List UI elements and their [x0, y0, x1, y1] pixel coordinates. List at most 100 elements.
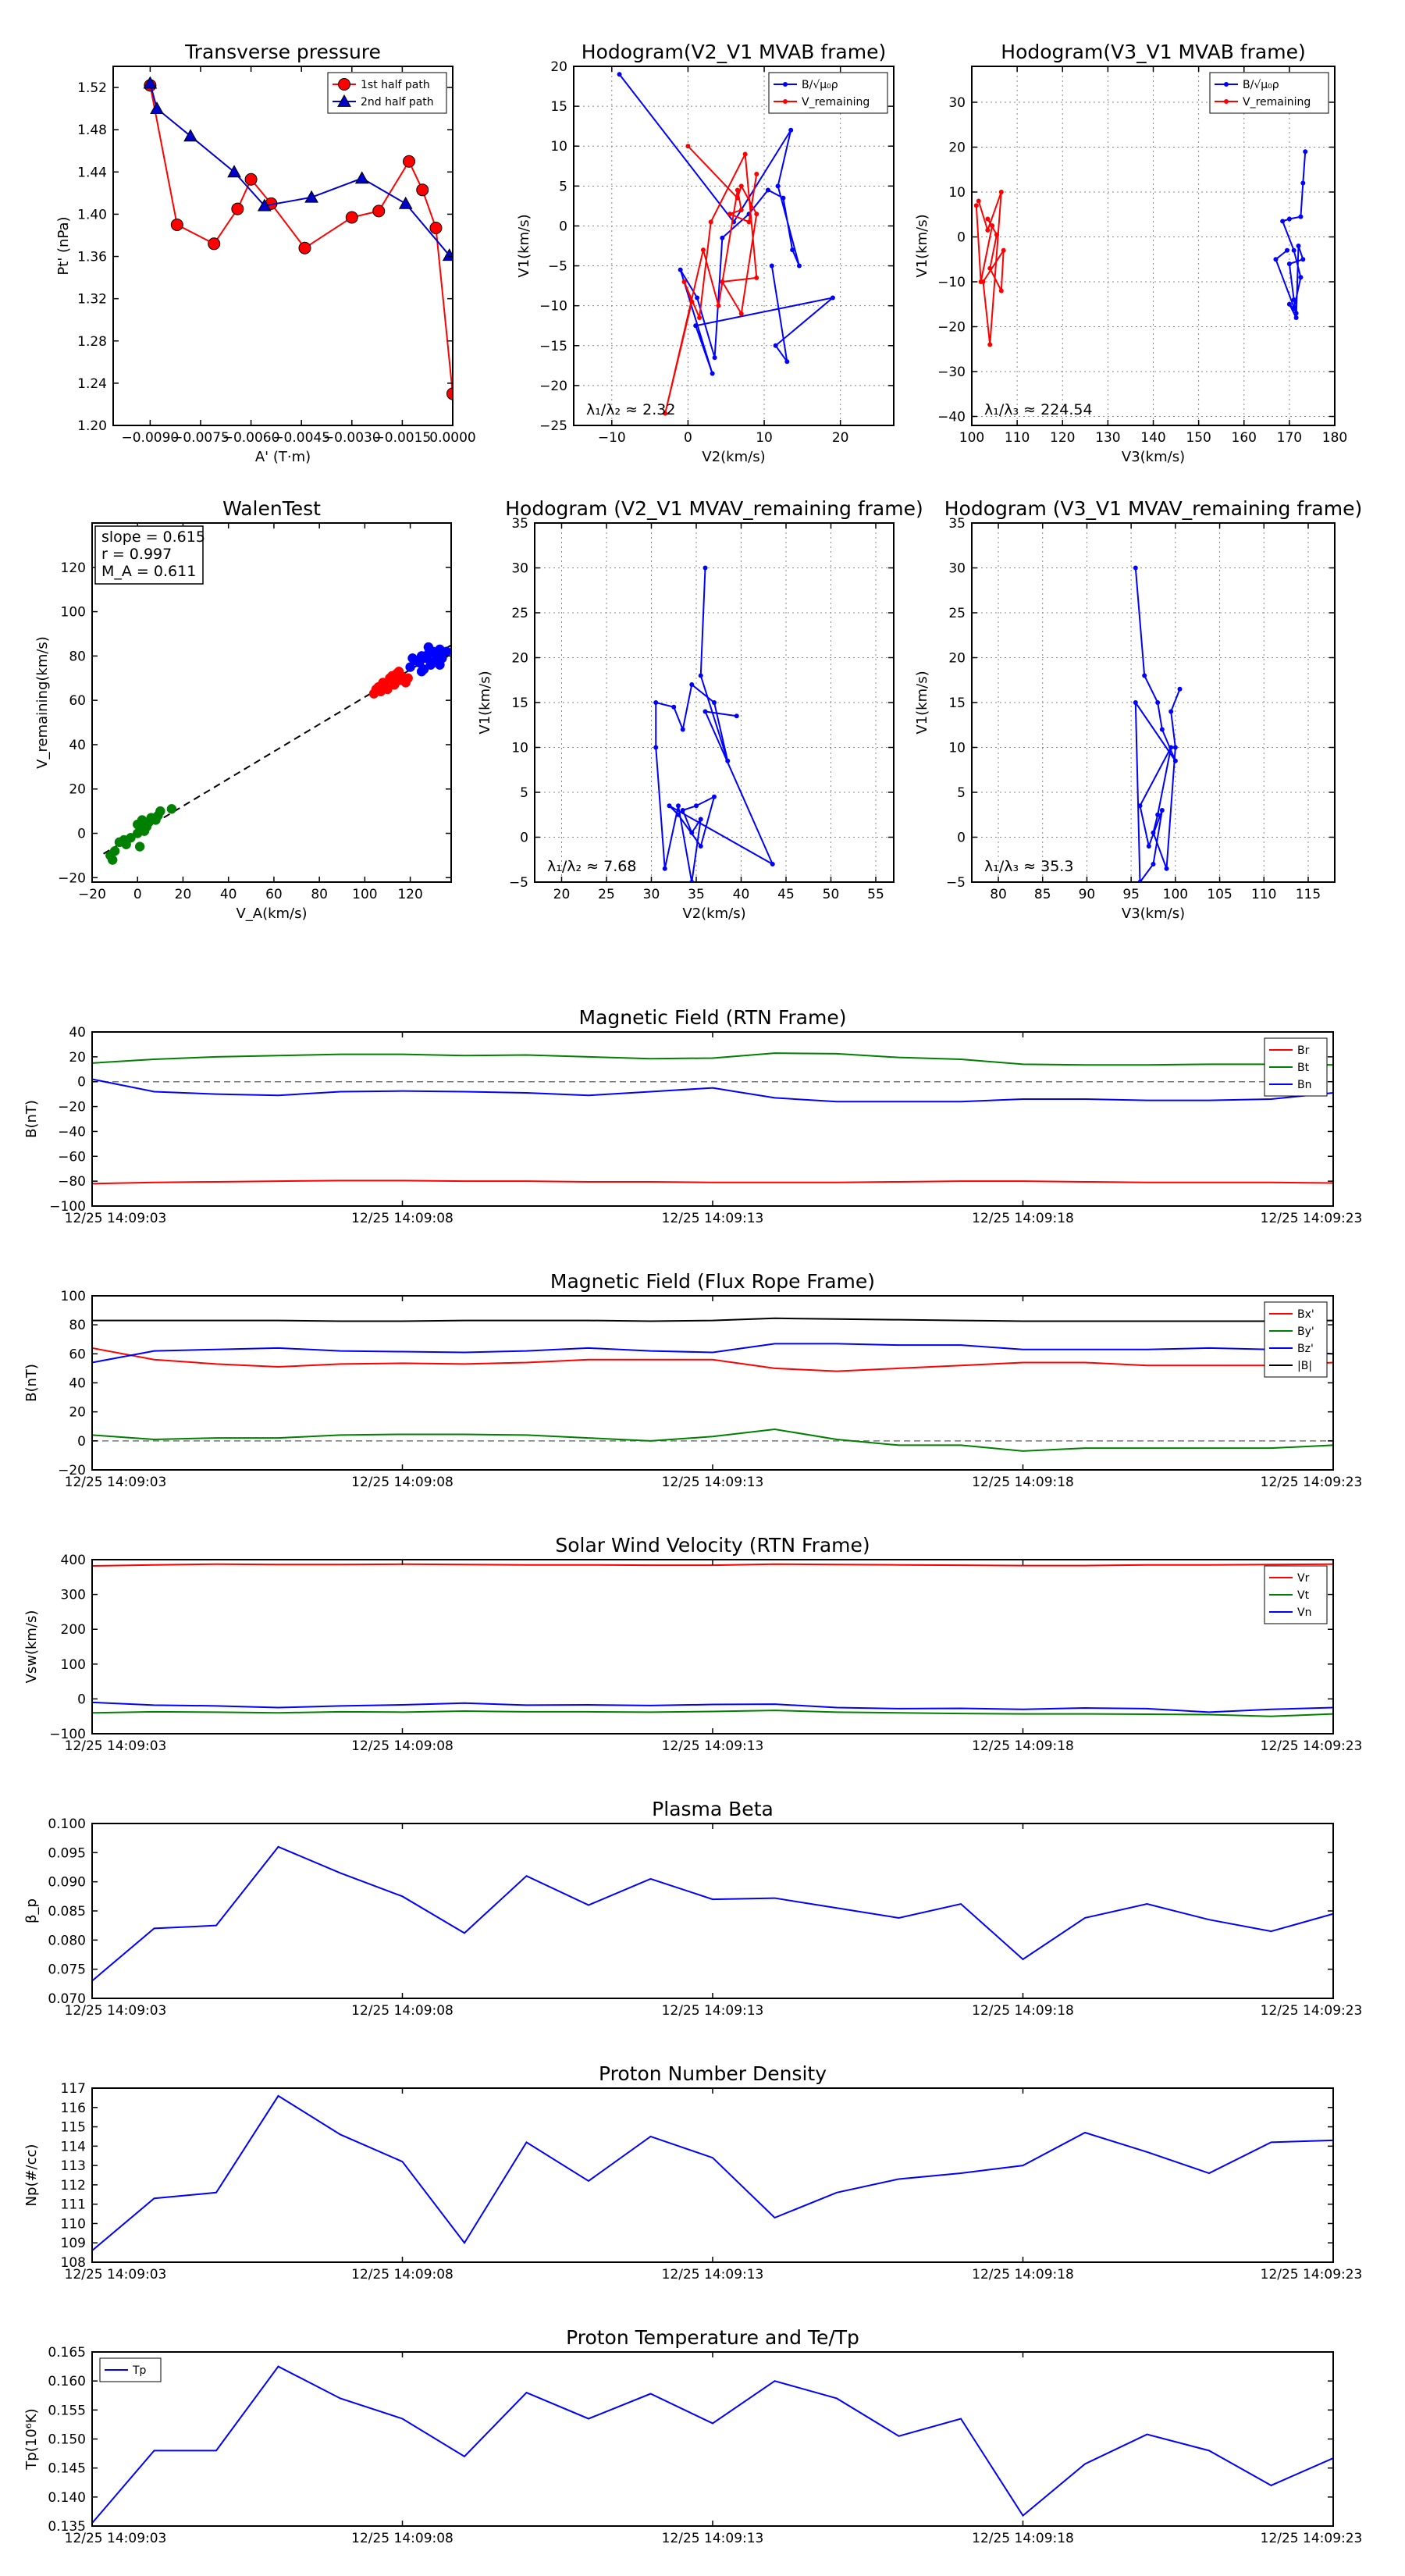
legend-marker-V_remaining — [1224, 99, 1229, 104]
x-tick-label: 12/25 14:09:18 — [972, 1475, 1074, 1490]
legend-label: 2nd half path — [361, 96, 434, 109]
data-point-1-6 — [998, 288, 1004, 294]
x-tick-label: −0.0045 — [272, 430, 330, 446]
x-tick-label: 12/25 14:09:23 — [1261, 2531, 1363, 2546]
x-tick-label: 12/25 14:09:18 — [972, 2267, 1074, 2282]
chart-tp: 12/25 14:09:03 12/25 14:09:08 12/25 14:09:… — [23, 2326, 1362, 2546]
x-tick-label: 12/25 14:09:23 — [1261, 1475, 1363, 1490]
y-tick-label: 0.140 — [48, 2490, 86, 2506]
plot-frame — [971, 522, 1336, 883]
y-tick-label: 0 — [77, 827, 86, 842]
series-line-|B| — [92, 1317, 1334, 1322]
data-point-0-2 — [1155, 700, 1161, 705]
y-tick-label: 100 — [61, 1289, 86, 1304]
legend-label: Bn — [1297, 1079, 1311, 1091]
data-point-0-5 — [1133, 700, 1138, 705]
data-point-1-4 — [738, 311, 744, 316]
legend-label: Vn — [1297, 1606, 1311, 1619]
data-point-0-20 — [770, 862, 775, 866]
data-point-0-19 — [137, 815, 148, 825]
data-point-1-2 — [183, 129, 197, 142]
y-tick-label: 1.52 — [77, 80, 107, 96]
data-point-0-9 — [662, 866, 667, 871]
x-tick-label: 140 — [1140, 430, 1165, 446]
data-point-1-11 — [978, 279, 984, 284]
chart-title: Hodogram(V2_V1 MVAB frame) — [582, 41, 886, 63]
x-tick-label: 12/25 14:09:18 — [972, 1211, 1074, 1226]
annotation: λ₁/λ₂ ≈ 2.32 — [586, 401, 675, 418]
y-axis-label: V1(km/s) — [914, 214, 930, 277]
x-tick-label: 180 — [1322, 430, 1347, 446]
x-tick-label: 80 — [990, 887, 1007, 902]
series-line-Br — [91, 1179, 1334, 1185]
y-axis-label: V1(km/s) — [477, 671, 493, 734]
x-tick-label: 90 — [1079, 887, 1096, 902]
legend-label: B/√μ₀ρ — [802, 79, 838, 91]
data-point-0-16 — [1284, 247, 1289, 253]
y-tick-label: 5 — [559, 179, 567, 194]
x-tick-label: 12/25 14:09:03 — [65, 1211, 167, 1226]
x-tick-label: 115 — [1296, 887, 1321, 902]
y-axis-label: Pt' (nPa) — [55, 216, 72, 275]
data-point-1-2 — [998, 190, 1004, 194]
y-tick-label: 113 — [61, 2158, 86, 2174]
y-tick-label: 0.090 — [48, 1875, 86, 1891]
data-point-0-15 — [694, 803, 699, 809]
data-point-0-11 — [1300, 257, 1306, 262]
data-point-0-6 — [671, 704, 677, 710]
x-tick-label: 50 — [823, 887, 840, 902]
y-tick-label: 0 — [77, 1075, 86, 1091]
x-tick-label: 120 — [397, 887, 422, 902]
y-tick-label: 60 — [69, 1347, 86, 1362]
data-point-0-8 — [1159, 808, 1165, 813]
data-point-1-5 — [1001, 247, 1006, 253]
data-point-0-4 — [689, 682, 695, 687]
x-tick-label: 12/25 14:09:08 — [351, 1738, 454, 1754]
data-point-0-12 — [698, 817, 703, 822]
x-axis-label: V_A(km/s) — [236, 906, 307, 922]
y-tick-label: 35 — [948, 516, 966, 532]
data-point-0-5 — [1291, 247, 1297, 253]
series-line-Bt — [91, 1052, 1334, 1066]
data-point-0-13 — [166, 804, 177, 814]
data-point-0-15 — [830, 295, 835, 301]
x-tick-label: 10 — [756, 430, 773, 446]
series-line-Vr — [91, 1563, 1334, 1567]
y-tick-label: −60 — [58, 1149, 86, 1165]
data-point-0-7 — [653, 700, 659, 705]
data-point-0-12 — [678, 267, 683, 272]
data-point-2-15 — [423, 642, 434, 653]
series-line-By' — [91, 1428, 1334, 1452]
data-point-0-0 — [1133, 565, 1138, 571]
chart-mag_fr: 12/25 14:09:03 12/25 14:09:08 12/25 14:09:… — [23, 1270, 1362, 1490]
stats-text: r = 0.997 — [101, 546, 172, 563]
plot-frame — [573, 66, 895, 426]
x-tick-label: 30 — [643, 887, 660, 902]
data-point-0-3 — [775, 183, 781, 189]
data-point-1-0 — [143, 76, 158, 89]
series-line-Np — [91, 2094, 1334, 2251]
data-point-0-22 — [734, 713, 739, 719]
data-point-0-6 — [298, 241, 311, 254]
x-tick-label: 12/25 14:09:23 — [1261, 2003, 1363, 2019]
legend: B/√μ₀ρ V_remaining — [768, 72, 888, 114]
series-line-Tp — [91, 2365, 1334, 2524]
x-tick-label: 12/25 14:09:13 — [662, 1738, 764, 1754]
data-point-0-13 — [1291, 297, 1297, 302]
series-line-beta — [91, 1845, 1334, 1982]
legend-label: B/√μ₀ρ — [1243, 79, 1279, 91]
y-tick-label: 1.48 — [77, 123, 107, 138]
y-tick-label: 1.36 — [77, 250, 107, 265]
y-tick-label: 110 — [61, 2216, 86, 2232]
x-tick-label: 55 — [867, 887, 884, 902]
stats-text: M_A = 0.611 — [101, 563, 196, 580]
data-point-0-7 — [1151, 862, 1156, 866]
chart-title: WalenTest — [222, 497, 321, 520]
data-point-1-15 — [393, 666, 404, 677]
series-line-0 — [149, 85, 453, 394]
y-tick-label: 200 — [61, 1622, 86, 1638]
annotation: λ₁/λ₂ ≈ 7.68 — [547, 858, 636, 875]
x-axis-label: V2(km/s) — [682, 906, 745, 922]
chart-walen: −20 0 20 40 60 80 100 120 −20 0 20 40 60 80 100 120 Wale… — [34, 497, 452, 922]
legend-label: Bz' — [1297, 1343, 1314, 1355]
